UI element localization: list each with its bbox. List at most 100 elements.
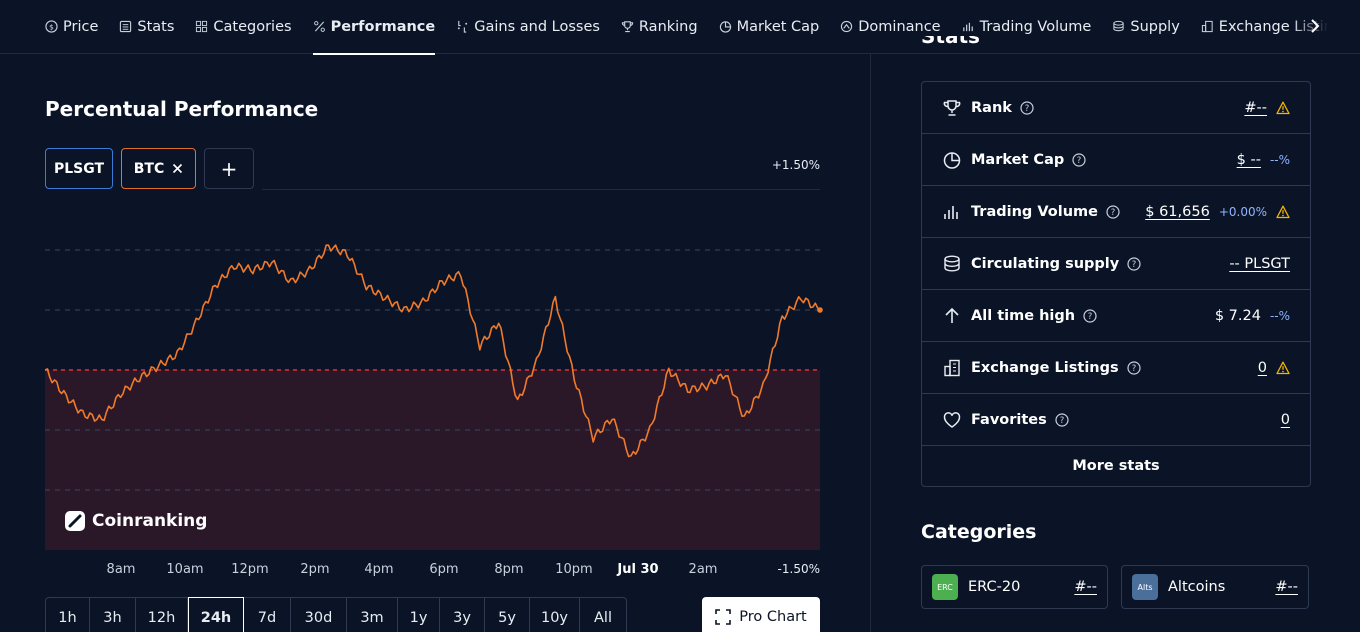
stat-row-favorites: Favorites ? 0 (922, 394, 1310, 446)
percent-icon (313, 21, 325, 32)
add-coin-button[interactable]: + (204, 148, 254, 189)
exchange-listings-value-link[interactable]: 0 (1257, 359, 1267, 376)
close-icon[interactable] (172, 163, 183, 174)
category-label: ERC-20 (968, 579, 1021, 595)
stat-value: $ -- --% (1237, 152, 1290, 168)
list-icon (120, 20, 132, 33)
nav-fade (1290, 0, 1360, 53)
category-card-erc20[interactable]: ERC ERC-20 #-- (921, 565, 1108, 609)
trophy-icon (621, 21, 634, 33)
bars-icon (944, 205, 958, 219)
x-tick-label: 12pm (231, 562, 269, 577)
nav-tab-dominance[interactable]: Dominance (840, 0, 941, 54)
warning-icon[interactable] (1276, 361, 1290, 375)
svg-text:?: ? (1111, 208, 1116, 218)
stat-value: 0 (1258, 360, 1290, 376)
stat-value: 0 (1281, 412, 1290, 428)
svg-text:$: $ (49, 22, 54, 31)
nav-tab-stats[interactable]: Stats (119, 0, 174, 54)
nav-tab-label: Supply (1130, 18, 1180, 35)
circulating-supply-value-link[interactable]: -- PLSGT (1229, 255, 1290, 272)
svg-text:?: ? (1025, 104, 1030, 114)
pie-icon (719, 21, 731, 33)
help-icon[interactable]: ? (1106, 204, 1120, 219)
period-all[interactable]: All (594, 610, 612, 626)
period-30d[interactable]: 30d (291, 598, 347, 632)
period-24h[interactable]: 24h (188, 597, 244, 632)
nav-tab-supply[interactable]: Supply (1112, 0, 1180, 54)
stats-heading: Stats (921, 36, 980, 48)
period-3m[interactable]: 3m (347, 598, 398, 632)
x-tick-label: 4pm (364, 562, 394, 577)
help-icon[interactable]: ? (1083, 308, 1097, 323)
stat-value: -- PLSGT (1229, 256, 1290, 272)
period-3h[interactable]: 3h (90, 598, 136, 632)
chip-row-divider (262, 189, 820, 190)
x-tick-label: 2pm (300, 562, 330, 577)
grid-icon (196, 20, 208, 33)
stat-label: All time high (971, 307, 1076, 324)
svg-text:?: ? (1131, 364, 1136, 374)
nav-tab-ranking[interactable]: Ranking (621, 0, 698, 54)
rank-value-link[interactable]: #-- (1244, 99, 1267, 116)
market-cap-value-link[interactable]: $ -- (1236, 151, 1261, 168)
period-7d[interactable]: 7d (244, 598, 291, 632)
x-tick-label: 8pm (494, 562, 524, 577)
nav-tab-trading-volume[interactable]: Trading Volume (962, 0, 1091, 54)
help-icon[interactable]: ? (1127, 360, 1141, 375)
nav-tab-market-cap[interactable]: Market Cap (719, 0, 820, 54)
category-card-altcoins[interactable]: Alts Altcoins #-- (1121, 565, 1309, 609)
nav-tab-price[interactable]: $ Price (45, 0, 98, 54)
period-1h[interactable]: 1h (46, 598, 90, 632)
coin-chip-label: BTC (133, 160, 165, 177)
y-max-label: +1.50% (771, 158, 820, 172)
x-tick-label: 10am (166, 562, 204, 577)
period-selector: 1h 3h 12h 24h 7d 30d 3m 1y 3y 5y 10y All (45, 597, 627, 632)
nav-tab-label: Gains and Losses (474, 18, 600, 35)
expand-icon (715, 609, 732, 625)
svg-text:?: ? (1077, 156, 1082, 166)
y-min-label: -1.50% (777, 562, 820, 576)
period-1y[interactable]: 1y (398, 598, 440, 632)
help-icon[interactable]: ? (1020, 100, 1034, 115)
trading-volume-value-link[interactable]: $ 61,656 (1145, 203, 1210, 220)
stat-value: #-- (1244, 100, 1290, 116)
period-3y[interactable]: 3y (440, 598, 485, 632)
help-icon[interactable]: ? (1072, 152, 1086, 167)
pie-icon (943, 151, 961, 169)
x-tick-label: 8am (106, 562, 136, 577)
coin-chip-btc[interactable]: BTC (121, 148, 196, 189)
period-10y[interactable]: 10y (530, 598, 580, 632)
warning-icon[interactable] (1276, 101, 1290, 115)
building-icon (944, 359, 960, 376)
help-icon[interactable]: ? (1127, 256, 1141, 271)
nav-tab-gains-losses[interactable]: Gains and Losses (456, 0, 600, 54)
market-cap-change: --% (1269, 152, 1290, 167)
favorites-value-link[interactable]: 0 (1280, 411, 1290, 428)
dominance-icon (841, 20, 853, 33)
nav-tab-categories[interactable]: Categories (195, 0, 292, 54)
svg-text:?: ? (1088, 312, 1093, 322)
stat-row-market-cap: Market Cap ? $ -- --% (922, 134, 1310, 186)
category-rank[interactable]: #-- (1074, 579, 1097, 595)
warning-icon[interactable] (1276, 205, 1290, 219)
nav-tab-label: Market Cap (736, 18, 820, 35)
top-nav: $ Price Stats Categories Performance Gai… (0, 0, 1360, 55)
heart-icon (943, 411, 961, 428)
svg-text:?: ? (1060, 416, 1065, 426)
category-rank[interactable]: #-- (1275, 579, 1298, 595)
stat-row-exchange-listings: Exchange Listings ? 0 (922, 342, 1310, 394)
coin-chip-plsgt[interactable]: PLSGT (45, 148, 113, 189)
help-icon[interactable]: ? (1055, 412, 1069, 427)
period-12h[interactable]: 12h (136, 598, 188, 632)
more-stats-button[interactable]: More stats (1072, 458, 1160, 474)
period-5y[interactable]: 5y (485, 598, 530, 632)
stat-value: $ 61,656 +0.00% (1145, 204, 1290, 220)
dollar-circle-icon: $ (45, 20, 58, 33)
chevron-right-icon[interactable] (1308, 17, 1322, 35)
stat-row-rank: Rank ? #-- (922, 82, 1310, 134)
pro-chart-button[interactable]: Pro Chart (702, 597, 820, 632)
nav-tab-label: Dominance (858, 18, 941, 35)
nav-tab-performance[interactable]: Performance (312, 0, 435, 55)
performance-chart[interactable] (45, 190, 825, 552)
